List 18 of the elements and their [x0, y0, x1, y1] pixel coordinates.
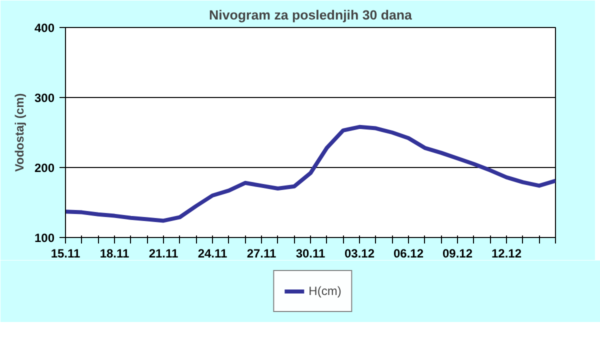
- x-tick-label: 24.11: [198, 246, 228, 260]
- x-tick-label: 30.11: [296, 246, 326, 260]
- x-tick-label: 18.11: [100, 246, 130, 260]
- x-tick-label: 21.11: [148, 246, 179, 260]
- line-series: [66, 124, 556, 223]
- chart-title: Nivogram za poslednjih 30 dana: [209, 8, 413, 22]
- y-tick-label: 200: [34, 161, 55, 175]
- y-tick-label: 300: [34, 91, 55, 105]
- x-tick-label: 27.11: [246, 246, 277, 260]
- y-tick-label: 100: [34, 231, 55, 245]
- y-tick-label: 400: [34, 21, 55, 35]
- y-axis-title: Vodostaj (cm): [12, 93, 26, 172]
- x-tick-label: 15.11: [50, 246, 81, 260]
- x-tick-label: 03.12: [344, 246, 375, 260]
- x-tick-label: 06.12: [393, 246, 424, 260]
- legend-label: H(cm): [308, 284, 342, 298]
- x-tick-label: 12.12: [491, 246, 522, 260]
- x-tick-label: 09.12: [442, 246, 473, 260]
